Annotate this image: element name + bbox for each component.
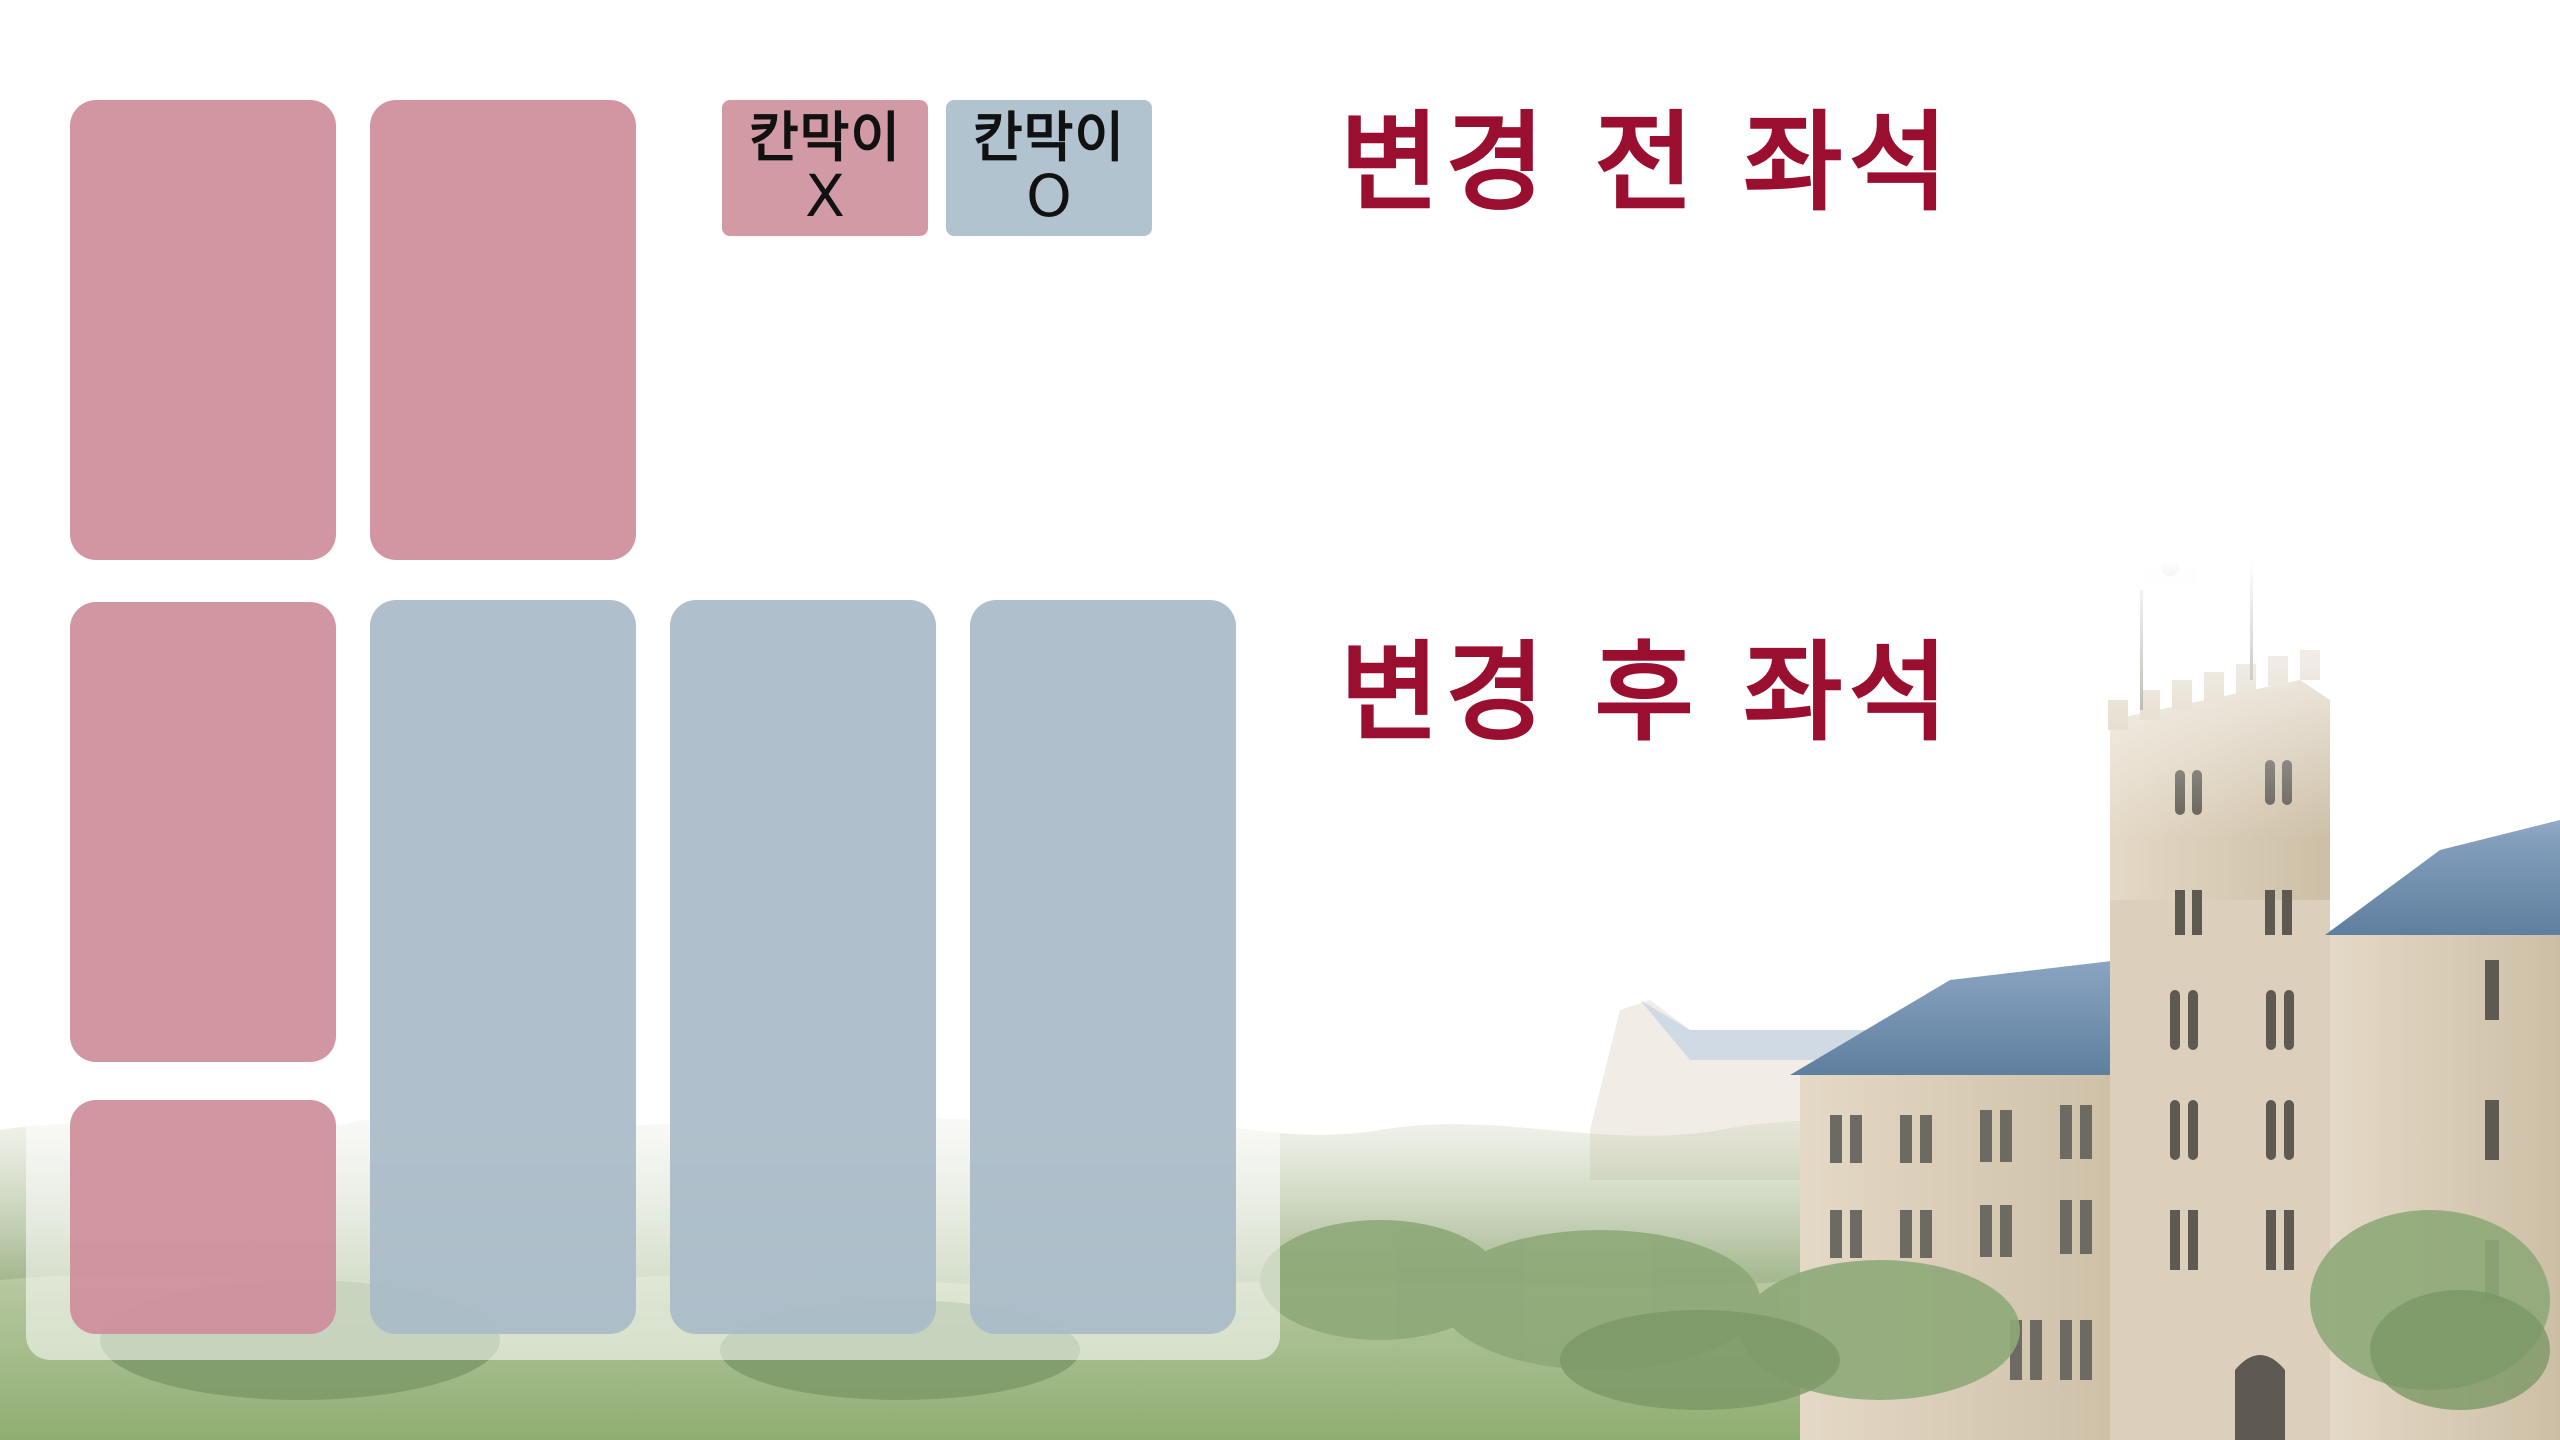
legend-partition: 칸막이 O (946, 100, 1152, 236)
legend-no-partition-mark: X (805, 161, 845, 230)
seat-layout-panel (26, 90, 1280, 1360)
heading-after-change: 변경 후 좌석 (1340, 631, 1954, 756)
seat-after-4 (670, 600, 936, 1334)
seat-before-2 (370, 100, 636, 560)
seat-after-5 (970, 600, 1236, 1334)
seat-before-1 (70, 100, 336, 560)
seat-after-3 (370, 600, 636, 1334)
legend-no-partition: 칸막이 X (722, 100, 928, 236)
legend-partition-mark: O (1026, 161, 1072, 230)
legend-partition-label: 칸막이 (972, 105, 1126, 169)
heading-before-change: 변경 전 좌석 (1340, 101, 1954, 226)
seat-after-2 (70, 1100, 336, 1334)
seat-after-1 (70, 602, 336, 1062)
legend-no-partition-label: 칸막이 (748, 105, 902, 169)
